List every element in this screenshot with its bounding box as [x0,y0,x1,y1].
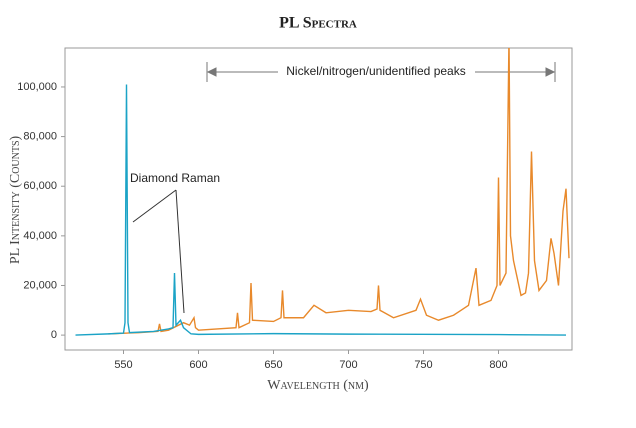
chart-title: PL Spectra [279,15,357,32]
x-tick-label: 650 [264,359,282,371]
plot-frame [64,47,573,351]
y-axis-label: PL Intensity (Counts) [8,135,23,264]
x-tick-label: 750 [414,359,432,371]
raman-annotation: Diamond Raman [130,171,220,314]
y-tick-label: 0 [51,329,57,341]
annotation: Nickel/nitrogen/unidentified peaks [286,64,465,78]
x-tick-label: 700 [339,359,357,371]
x-tick-label: 600 [189,359,207,371]
arrowhead [206,67,556,77]
annotation: Diamond Raman [130,171,220,185]
x-tick-label: 800 [489,359,507,371]
spectrum-line [75,84,567,336]
y-tick-label: 80,000 [23,130,57,142]
spectrum-line [108,48,570,335]
nickel-annotation: Nickel/nitrogen/unidentified peaks [206,62,556,82]
y-tick-label: 100,000 [17,81,57,93]
pointer [132,189,177,223]
pointer [175,189,185,314]
y-tick-label: 60,000 [23,180,57,192]
y-tick-label: 40,000 [23,230,57,242]
y-tick-label: 20,000 [23,279,57,291]
x-tick-label: 550 [114,359,132,371]
plot-area [75,48,570,336]
x-axis-label: Wavelength (nm) [267,378,369,393]
